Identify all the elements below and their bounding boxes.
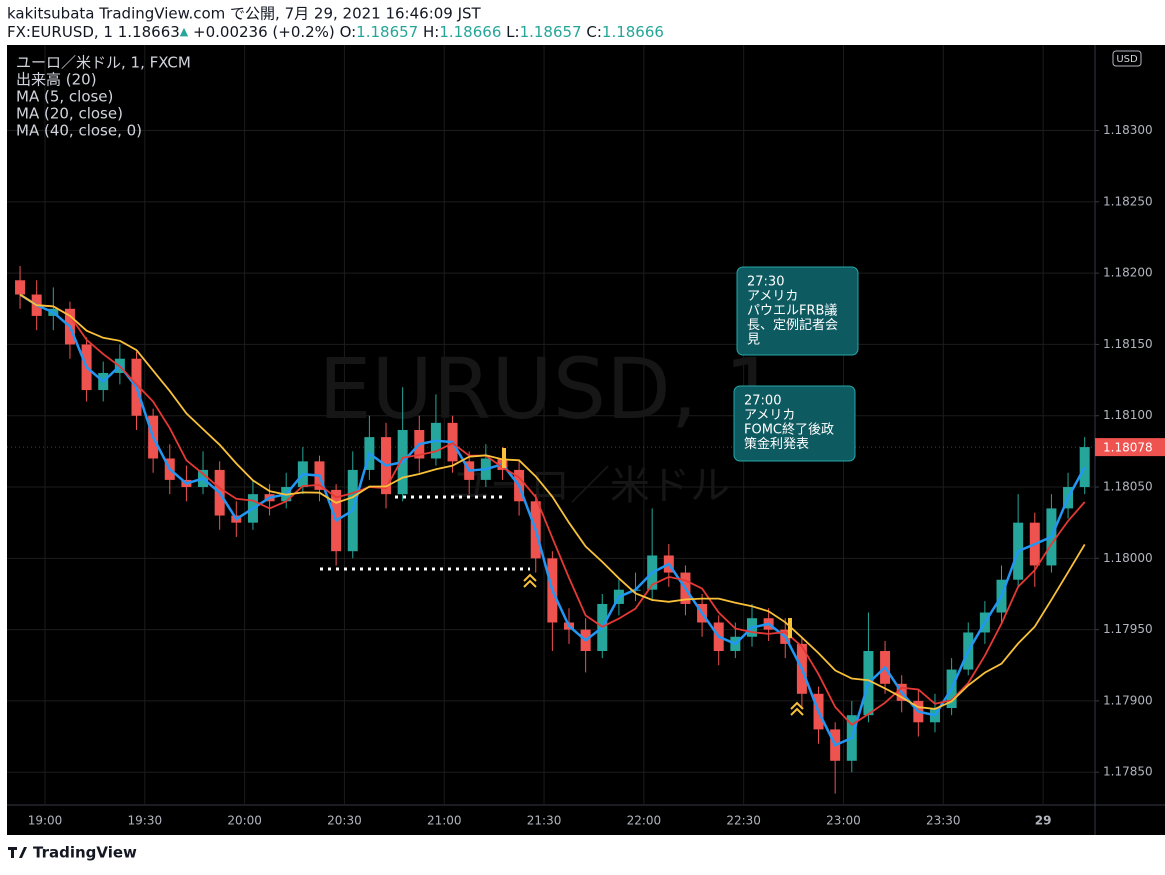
ma-line — [19, 293, 1086, 747]
x-tick-label: 19:30 — [128, 814, 163, 828]
up-arrow: ▲ — [180, 25, 189, 38]
annotation-text: 長、定例記者会 — [747, 317, 838, 333]
x-tick-label: 20:00 — [227, 814, 262, 828]
published-line: kakitsubata TradingView.com で公開, 7月 29, … — [7, 5, 482, 23]
legend-entry: MA (20, close) — [16, 105, 123, 123]
y-tick-label: 1.18300 — [1103, 123, 1153, 137]
y-tick-label: 1.17850 — [1103, 765, 1153, 779]
legend-entry: MA (40, close, 0) — [16, 122, 142, 140]
high-label: H: — [423, 23, 439, 41]
open-label: O: — [340, 23, 357, 41]
y-tick-label: 1.18250 — [1103, 194, 1153, 208]
annotation-text: パウエルFRB議 — [747, 304, 837, 319]
low-label: L: — [506, 23, 519, 41]
chevron-marker — [790, 701, 804, 716]
y-tick-label: 1.17950 — [1103, 622, 1153, 636]
x-tick-label: 21:00 — [427, 814, 462, 828]
change: +0.00236 (+0.2%) — [193, 23, 335, 41]
high-value: 1.18666 — [439, 23, 501, 41]
event-marker — [788, 618, 792, 638]
currency: USD — [1116, 54, 1138, 65]
annotation-text: 27:00 — [744, 394, 781, 409]
watermark-name: ユーロ／米ドル — [450, 463, 730, 509]
low-value: 1.18657 — [520, 23, 582, 41]
legend-entry: ユーロ／米ドル, 1, FXCM — [16, 54, 191, 72]
x-tick-label: 19:00 — [28, 814, 63, 828]
chevron-marker — [523, 573, 537, 588]
watermark-symbol: EURUSD, 1 — [318, 340, 777, 438]
event-marker — [502, 448, 506, 468]
legend-entry: 出来高 (20) — [16, 71, 97, 89]
drawings — [320, 448, 804, 716]
annotation-text: 見 — [747, 333, 760, 348]
legend-entry: MA (5, close) — [16, 88, 113, 106]
chart-background — [7, 45, 1165, 835]
brand-logo: TradingView — [8, 844, 137, 862]
ma-line — [19, 293, 1086, 710]
annotation-box — [733, 385, 856, 462]
annotation-text: アメリカ — [747, 289, 798, 304]
x-tick-label: 29 — [1035, 814, 1052, 828]
grid: 1.17850 1.17900 1.17950 1.18000 1.18050 1.181… — [7, 45, 1153, 828]
x-tick-label: 23:00 — [826, 814, 861, 828]
x-tick-label: 20:30 — [327, 814, 362, 828]
symbol: FX:EURUSD, 1 — [7, 23, 113, 41]
annotation-text: アメリカ — [744, 408, 795, 423]
candle-body — [15, 280, 26, 295]
x-tick-label: 22:00 — [627, 814, 662, 828]
plot: 1.18078 — [7, 266, 1165, 794]
last-price: 1.18663 — [118, 23, 180, 41]
y-tick-label: 1.18000 — [1103, 551, 1153, 565]
currency-badge — [1112, 50, 1142, 67]
last-price-label: 1.18078 — [1103, 441, 1153, 455]
x-tick-label: 21:30 — [527, 814, 562, 828]
y-tick-label: 1.18100 — [1103, 408, 1153, 422]
y-tick-label: 1.17900 — [1103, 693, 1153, 707]
annotation-box — [736, 266, 859, 356]
candle-body — [1079, 447, 1090, 488]
x-tick-label: 22:30 — [726, 814, 761, 828]
y-tick-label: 1.18050 — [1103, 480, 1153, 494]
y-tick-label: 1.18200 — [1103, 266, 1153, 280]
last-price-badge — [1095, 438, 1165, 457]
open-value: 1.18657 — [356, 23, 418, 41]
annotation-text: FOMC終了後政 — [744, 422, 834, 438]
close-label: C: — [586, 23, 602, 41]
close-value: 1.18666 — [602, 23, 664, 41]
ma-line — [19, 293, 1086, 726]
annotations: 27:30アメリカパウエルFRB議長、定例記者会見27:00アメリカFOMC終了… — [733, 266, 859, 462]
y-tick-label: 1.18150 — [1103, 337, 1153, 351]
annotation-text: 27:30 — [747, 275, 784, 290]
logo-mark — [8, 847, 27, 858]
x-tick-label: 23:30 — [926, 814, 961, 828]
header-quote: FX:EURUSD, 1 1.18663▲ +0.00236 (+0.2%) O… — [7, 23, 664, 41]
brand: TradingView — [33, 844, 137, 862]
annotation-text: 策金利発表 — [744, 436, 809, 452]
